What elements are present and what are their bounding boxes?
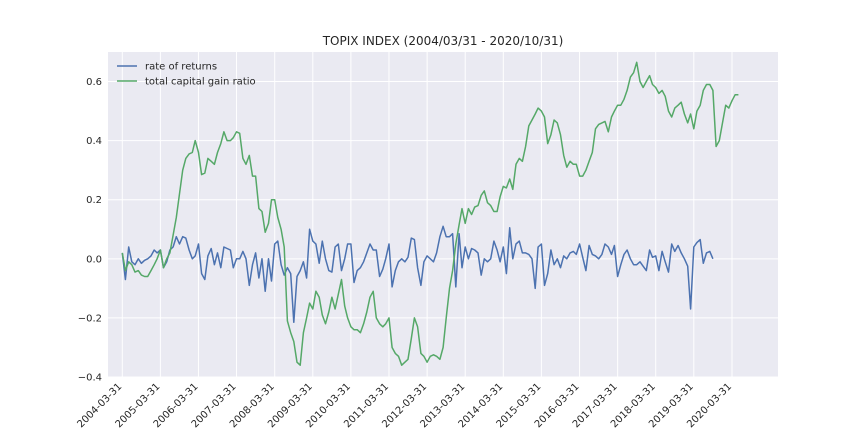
legend-label-1: total capital gain ratio — [145, 77, 256, 88]
chart-title: TOPIX INDEX (2004/03/31 - 2020/10/31) — [322, 34, 564, 48]
y-tick-label: 0.4 — [86, 136, 102, 147]
y-tick-label: 0.2 — [86, 195, 102, 206]
plot-background — [108, 52, 778, 377]
legend-label-0: rate of returns — [145, 62, 217, 73]
y-tick-label: −0.2 — [78, 313, 102, 324]
y-tick-label: 0.6 — [86, 77, 102, 88]
y-tick-labels: −0.4 −0.2 0.0 0.2 0.4 0.6 — [78, 77, 102, 383]
series-layer — [121, 61, 739, 366]
y-tick-label: 0.0 — [86, 254, 102, 265]
legend: rate of returns total capital gain ratio — [117, 62, 256, 88]
x-tick-labels: 2004-03-312005-03-312006-03-312007-03-31… — [76, 381, 735, 430]
series-line-1 — [121, 61, 739, 366]
y-tick-label: −0.4 — [78, 373, 102, 384]
series-line-0 — [121, 225, 714, 324]
